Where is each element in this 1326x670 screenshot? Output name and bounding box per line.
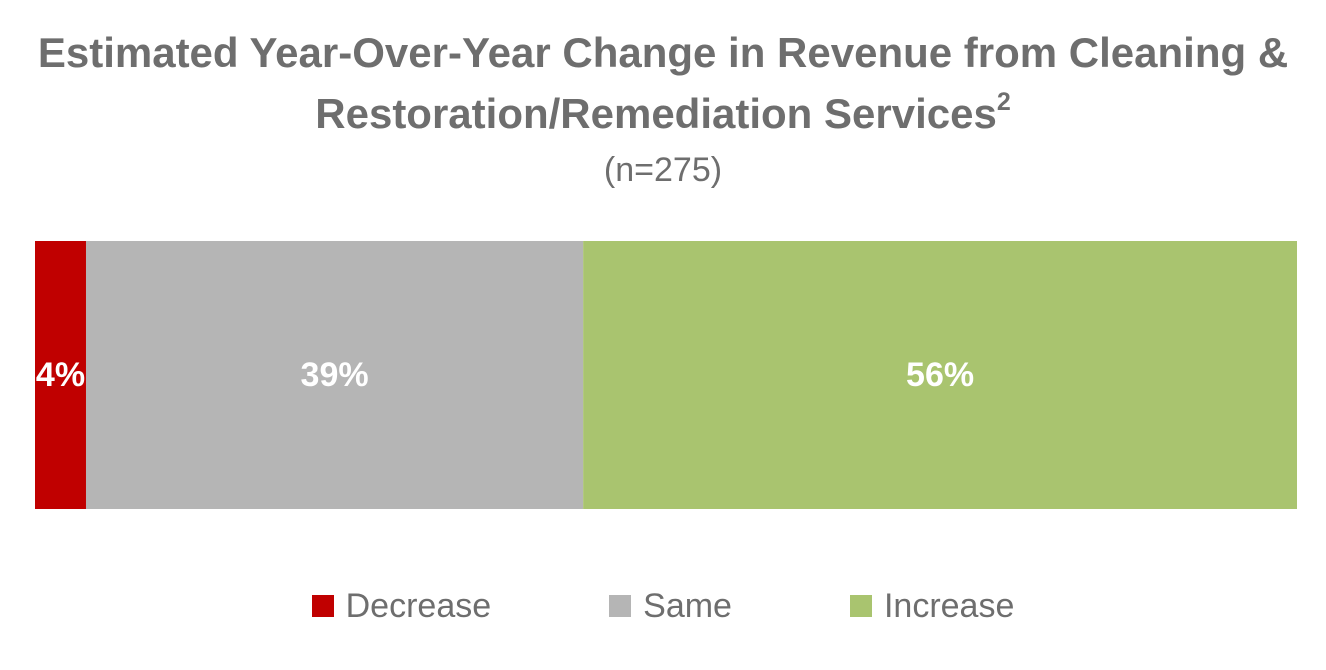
chart-title-line1: Estimated Year-Over-Year Change in Reven… <box>37 29 1289 76</box>
legend-label-increase: Increase <box>883 587 1015 625</box>
legend-label-same: Same <box>643 587 732 625</box>
legend-item-decrease: Decrease <box>311 583 492 629</box>
chart-legend: Decrease Same Increase <box>0 583 1326 629</box>
legend-swatch-increase <box>849 595 872 617</box>
data-label-same: 39% <box>301 356 369 394</box>
legend-item-same: Same <box>609 583 732 629</box>
data-label-decrease: 4% <box>36 356 85 394</box>
chart-title-line2: Restoration/Remediation Services2 <box>0 83 1326 144</box>
bar-segment-same <box>85 241 584 509</box>
data-label-increase: 56% <box>906 356 974 394</box>
legend-item-increase: Increase <box>849 583 1015 629</box>
chart-title-line2-text: Restoration/Remediation Services <box>315 90 997 137</box>
legend-swatch-same <box>609 595 632 617</box>
bar-segment-increase <box>583 241 1297 509</box>
legend-label-decrease: Decrease <box>345 587 492 625</box>
legend-swatch-decrease <box>311 595 334 617</box>
chart-subtitle: (n=275) <box>603 151 723 189</box>
bar-group: 4% 39% 56% <box>35 241 1297 509</box>
chart-title: Estimated Year-Over-Year Change in Reven… <box>0 22 1326 144</box>
title-footnote-marker: 2 <box>996 88 1011 116</box>
bar-segment-decrease <box>35 241 86 509</box>
